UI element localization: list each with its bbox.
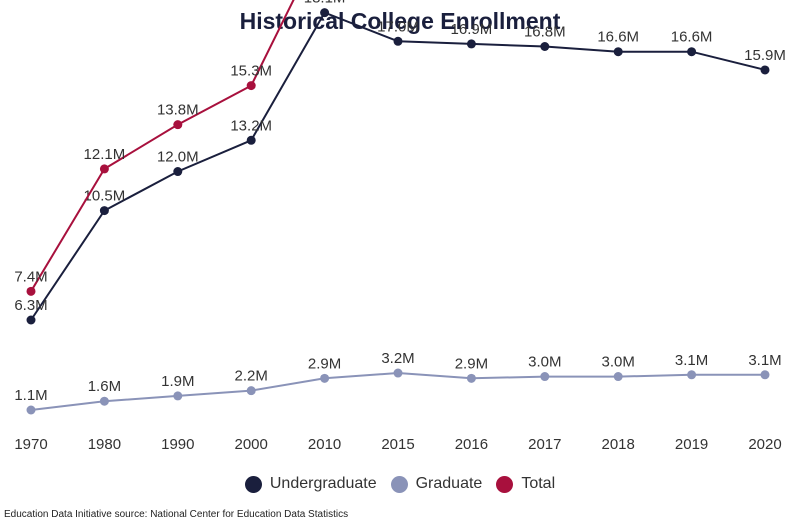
data-label-undergraduate: 16.6M — [671, 29, 713, 46]
line-chart: 1.1M 1.6M 1.9M 2.2M 2.9M 3.2M 2.9M 3.0M 3.0M 3.1M… — [14, 0, 786, 453]
legend-swatch-graduate — [390, 475, 408, 493]
data-point-graduate[interactable] — [540, 372, 550, 382]
data-label-graduate: 3.1M — [748, 352, 781, 369]
x-tick-label: 2020 — [748, 436, 781, 453]
data-point-graduate[interactable] — [613, 372, 623, 382]
data-label-total: 13.8M — [157, 102, 199, 119]
data-point-undergraduate[interactable] — [687, 47, 697, 57]
legend-label-graduate: Graduate — [415, 475, 483, 492]
data-label-undergraduate: 18.1M — [304, 0, 346, 7]
data-point-total[interactable] — [173, 120, 183, 130]
data-label-graduate: 3.0M — [602, 354, 635, 371]
source-note: Education Data Initiative source: Nation… — [4, 509, 349, 520]
legend-label-undergraduate: Undergraduate — [269, 475, 377, 492]
data-label-graduate: 1.9M — [161, 373, 194, 390]
data-point-undergraduate[interactable] — [466, 39, 476, 49]
x-tick-label: 2019 — [675, 436, 708, 453]
data-label-graduate: 3.0M — [528, 354, 561, 371]
data-label-undergraduate: 16.9M — [451, 21, 493, 38]
series-line-graduate — [30, 371, 765, 411]
data-point-undergraduate[interactable] — [393, 36, 403, 46]
data-label-graduate: 1.1M — [14, 387, 47, 404]
data-point-graduate[interactable] — [320, 373, 330, 383]
series-graduate: 1.1M 1.6M 1.9M 2.2M 2.9M 3.2M 2.9M 3.0M 3.0M 3.1M… — [14, 350, 782, 415]
data-label-undergraduate: 16.6M — [597, 29, 639, 46]
x-tick-label: 2000 — [235, 436, 268, 453]
data-point-total[interactable] — [26, 286, 36, 296]
legend-swatch-undergraduate — [244, 475, 262, 493]
x-tick-label: 2018 — [602, 436, 635, 453]
data-point-graduate[interactable] — [246, 386, 256, 396]
x-tick-label: 1970 — [14, 436, 47, 453]
data-point-undergraduate[interactable] — [99, 206, 109, 216]
data-label-graduate: 3.1M — [675, 352, 708, 369]
legend-label-total: Total — [521, 475, 556, 492]
data-point-graduate[interactable] — [173, 391, 183, 401]
series-undergraduate: 6.3M 10.5M 12.0M 13.2M 18.1M 17.0M 16.9M 16.8M 1… — [14, 0, 786, 325]
x-tick-label: 1980 — [88, 436, 121, 453]
data-label-total: 12.1M — [84, 146, 126, 163]
x-tick-label: 1990 — [161, 436, 194, 453]
data-point-graduate[interactable] — [26, 405, 36, 415]
data-label-total: 7.4M — [14, 268, 47, 285]
series-line-total — [30, 0, 295, 292]
series-line-undergraduate — [30, 11, 766, 321]
x-tick-label: 2015 — [381, 436, 414, 453]
data-label-graduate: 2.2M — [235, 368, 268, 385]
data-point-undergraduate[interactable] — [613, 47, 623, 57]
data-label-graduate: 2.9M — [455, 355, 488, 372]
data-label-graduate: 3.2M — [381, 350, 414, 367]
data-label-undergraduate: 17.0M — [377, 18, 419, 35]
data-point-graduate[interactable] — [466, 373, 476, 383]
x-tick-label: 2017 — [528, 436, 561, 453]
legend-item-graduate[interactable]: Graduate — [390, 475, 483, 493]
data-label-total: 15.3M — [230, 63, 272, 80]
data-point-graduate[interactable] — [760, 370, 770, 380]
data-point-graduate[interactable] — [99, 396, 109, 406]
data-label-undergraduate: 6.3M — [14, 297, 47, 314]
data-point-undergraduate[interactable] — [173, 167, 183, 177]
data-point-undergraduate[interactable] — [760, 65, 770, 75]
legend: Undergraduate Graduate Total — [0, 475, 800, 493]
data-label-undergraduate: 15.9M — [744, 47, 786, 64]
data-label-undergraduate: 16.8M — [524, 24, 566, 41]
data-point-total[interactable] — [246, 81, 256, 91]
legend-item-total[interactable]: Total — [496, 475, 555, 493]
data-label-graduate: 1.6M — [88, 378, 121, 395]
data-point-undergraduate[interactable] — [26, 315, 36, 325]
data-label-graduate: 2.9M — [308, 355, 341, 372]
x-tick-label: 2010 — [308, 436, 341, 453]
data-point-undergraduate[interactable] — [540, 42, 550, 51]
series-total: 7.4M12.1M13.8M15.3M21.0M20.0M19.8M19.8M1… — [14, 0, 295, 296]
data-point-undergraduate[interactable] — [320, 8, 330, 18]
data-label-undergraduate: 12.0M — [157, 149, 199, 166]
x-tick-label: 2016 — [455, 436, 488, 453]
data-point-undergraduate[interactable] — [246, 135, 256, 145]
data-point-graduate[interactable] — [687, 370, 697, 380]
data-point-total[interactable] — [99, 164, 109, 174]
chart-title: Historical College Enrollment — [239, 8, 561, 34]
data-label-undergraduate: 13.2M — [230, 117, 272, 134]
legend-item-undergraduate[interactable]: Undergraduate — [244, 475, 377, 493]
data-label-undergraduate: 10.5M — [84, 188, 126, 205]
data-point-graduate[interactable] — [393, 368, 403, 378]
legend-swatch-total — [496, 475, 514, 493]
